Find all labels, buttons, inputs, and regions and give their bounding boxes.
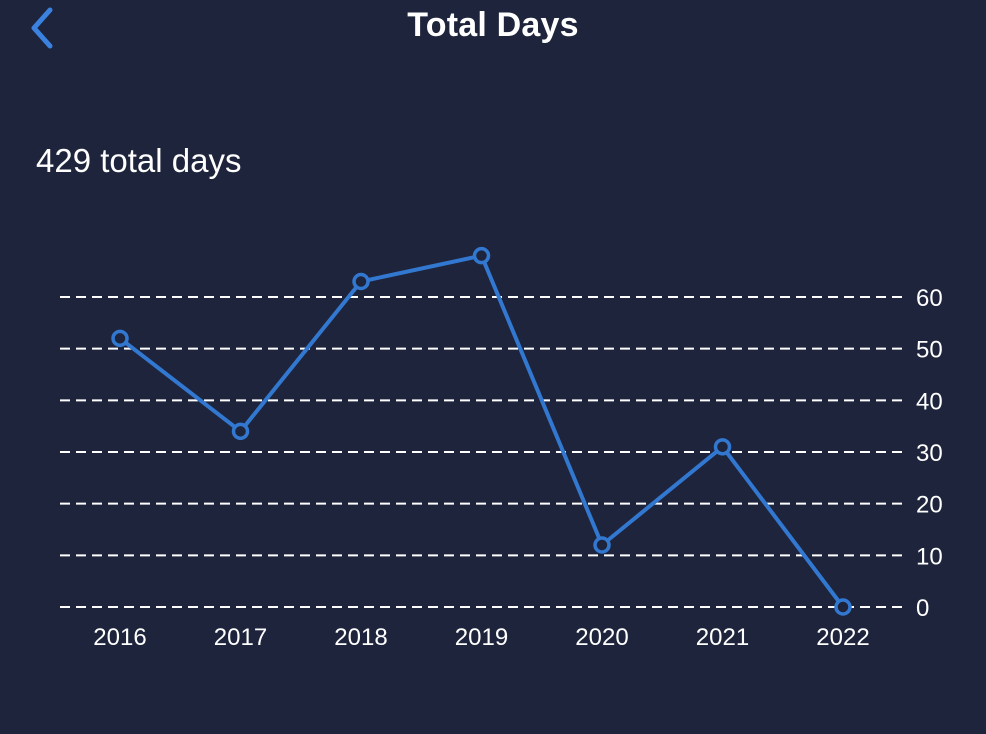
data-points xyxy=(111,246,852,616)
data-point xyxy=(111,329,129,348)
page-title: Total Days xyxy=(407,6,579,44)
total-days-summary: 429 total days xyxy=(36,142,242,179)
y-tick-label: 60 xyxy=(916,285,943,312)
navigation-bar: Total Days xyxy=(0,0,986,60)
data-point xyxy=(231,422,250,441)
chevron-left-icon xyxy=(31,7,53,49)
y-tick-label: 10 xyxy=(916,543,943,570)
y-tick-label: 50 xyxy=(916,337,943,364)
data-point xyxy=(472,246,491,265)
x-tick-labels: 2016 2017 2018 2019 2020 2021 2022 xyxy=(93,624,869,651)
back-button[interactable] xyxy=(22,6,66,50)
x-tick-label: 2020 xyxy=(575,624,628,651)
y-tick-label: 30 xyxy=(916,440,943,467)
data-point xyxy=(352,272,370,291)
y-tick-label: 0 xyxy=(916,595,929,622)
x-tick-label: 2019 xyxy=(455,624,508,651)
y-tick-label: 40 xyxy=(916,388,943,415)
x-tick-label: 2016 xyxy=(93,624,146,651)
x-tick-label: 2021 xyxy=(696,624,749,651)
grid-lines xyxy=(60,296,902,608)
data-point xyxy=(713,438,732,456)
data-point xyxy=(834,598,852,616)
x-tick-label: 2017 xyxy=(214,624,267,651)
x-tick-label: 2018 xyxy=(334,624,387,651)
y-tick-labels: 0 10 20 30 40 50 60 xyxy=(916,285,943,622)
y-tick-label: 20 xyxy=(916,492,943,519)
x-tick-label: 2022 xyxy=(816,624,869,651)
data-point xyxy=(593,536,611,554)
series-line xyxy=(118,253,845,609)
